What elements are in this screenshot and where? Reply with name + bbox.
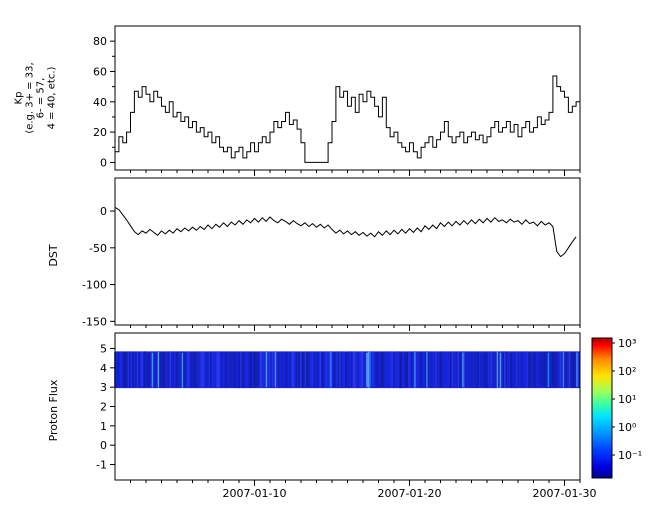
svg-text:2: 2 (100, 401, 107, 414)
colorbar-tick-label: 10³ (618, 337, 636, 350)
kp-index-panel: 0 20 40 60 80 (93, 25, 581, 176)
x-tick-label: 2007-01-30 (533, 487, 597, 500)
proton-flux-xticks (130, 480, 581, 486)
x-tick-label: 2007-01-10 (223, 487, 287, 500)
colorbar-gradient (591, 337, 613, 479)
svg-text:40: 40 (93, 96, 107, 109)
svg-text:60: 60 (93, 65, 107, 78)
x-tick-label: 2007-01-20 (378, 487, 442, 500)
svg-text:-150: -150 (82, 315, 107, 328)
svg-text:3: 3 (100, 381, 107, 394)
svg-text:-100: -100 (82, 279, 107, 292)
proton-flux-yticks: 5 4 3 2 1 0 -1 (96, 342, 115, 472)
proton-flux-axis-title: Proton Flux (47, 379, 60, 441)
kp-index-line (115, 75, 580, 163)
svg-text:4: 4 (100, 362, 107, 375)
kp-index-yticks: 0 20 40 60 80 (93, 35, 115, 169)
proton-flux-panel: 5 4 3 2 1 0 -1 (96, 332, 581, 486)
dst-index-frame (114, 177, 581, 326)
colorbar-tick-label: 10² (618, 365, 636, 378)
dst-index-axis-title: DST (47, 244, 60, 266)
dst-index-xticks (130, 325, 581, 331)
svg-text:5: 5 (100, 342, 107, 355)
svg-text:0: 0 (100, 439, 107, 452)
kp-axis-title: Kp(e.g. 3+ = 33,6- = 57,4 = 40, etc.) (14, 62, 58, 133)
svg-text:-1: -1 (96, 459, 107, 472)
dst-index-line (114, 206, 577, 258)
dst-index-panel: 0 -50 -100 -150 (82, 177, 581, 331)
dst-index-yticks: 0 -50 -100 -150 (82, 205, 115, 328)
kp-index-xticks (130, 170, 581, 176)
svg-text:0: 0 (100, 156, 107, 169)
svg-text:80: 80 (93, 35, 107, 48)
colorbar-tick-label: 10⁰ (618, 421, 637, 434)
proton-flux-band (114, 351, 580, 389)
svg-text:-50: -50 (89, 242, 107, 255)
x-axis-labels: 2007-01-10 2007-01-20 2007-01-30 (223, 487, 597, 500)
svg-text:0: 0 (100, 205, 107, 218)
colorbar-tick-label: 10⁻¹ (618, 449, 642, 462)
colorbar-tick-label: 10¹ (618, 393, 636, 406)
colorbar: 10³ 10² 10¹ 10⁰ 10⁻¹ (591, 337, 642, 479)
svg-text:20: 20 (93, 126, 107, 139)
svg-text:1: 1 (100, 420, 107, 433)
